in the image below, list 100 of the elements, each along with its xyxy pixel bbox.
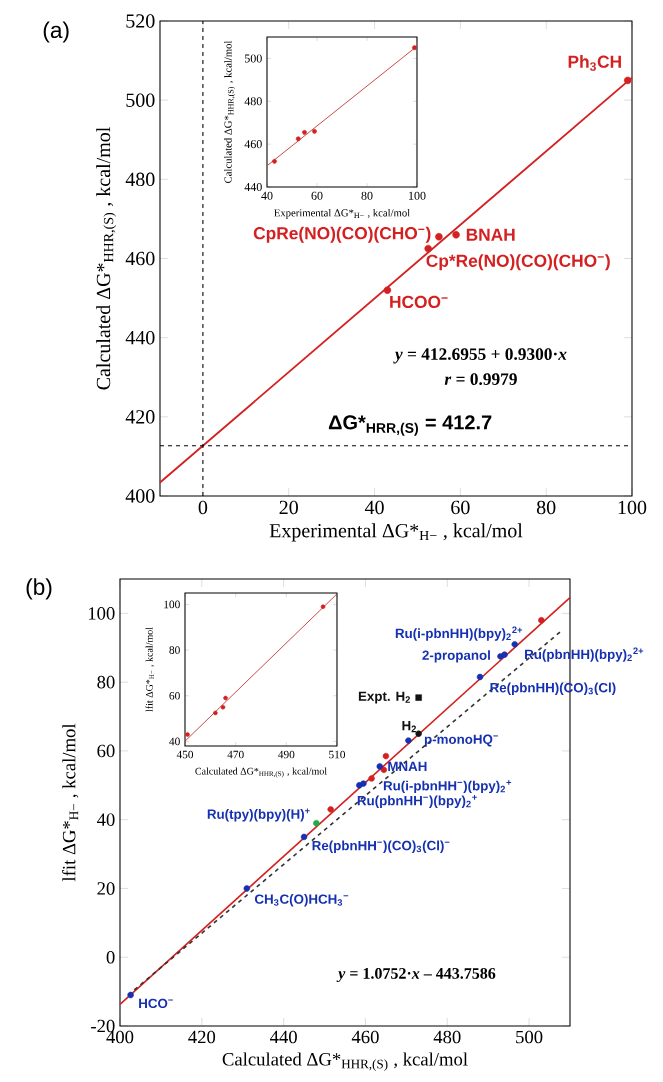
point [320,604,326,609]
annotation: r = 0.9979 [444,373,517,386]
x-tick-label: 80 [536,500,556,515]
x-tick-label: 100 [618,500,647,515]
x-tick-label: 20 [279,500,298,515]
y-axis-title: lfit ΔG*$_{H−}$ , kcal/mol [145,627,155,712]
x-axis-title: Calculated ΔG*$_{HHR,(S)}$ , kcal/mol [222,1052,468,1072]
point [360,780,367,787]
y-tick-label: 440 [244,182,262,192]
annotation: HCO$^{−}$ [139,998,173,1009]
y-axis-title: Calculated ΔG*$_{HHR,(S)}$ , kcal/mol [96,127,117,390]
point [376,763,383,770]
annotation: Cp*Re(NO)(CO)(CHO$^{−}$) [426,254,610,271]
y-tick-label: 0 [106,950,115,964]
x-tick-label: 440 [269,1030,297,1044]
point [435,232,443,241]
annotation: BNAH [466,228,515,241]
point [312,128,317,134]
annotation: Ph$_{3}$CH [568,55,621,71]
y-tick-label: 80 [169,646,180,654]
annotation: Ru(i-pbnHH)(bpy)$_{2}$2+ [395,626,523,641]
point [272,158,277,164]
annotation: Ru(tpy)(bpy)(H)$^{+}$ [207,808,310,822]
y-axis-title: lfit ΔG*$_{H−}$ , kcal/mol [62,723,79,882]
y-tick-label: 480 [125,172,155,187]
x-tick-label: 500 [516,1030,543,1044]
x-tick-label: 40 [364,500,384,515]
point [415,730,422,737]
point [327,806,334,813]
y-tick-label: 100 [88,607,115,620]
annotation: Ru(i-pbnHH$^{−}$)(bpy)$_{2}$+ [383,780,512,794]
y-tick-label: 420 [125,410,155,424]
y-tick-label: 100 [164,600,180,609]
point [476,673,484,681]
y-tick-label: 80 [97,675,115,689]
point [313,819,320,827]
y-tick-label: 440 [125,330,155,345]
chart-title: (a) [43,21,69,43]
point [405,737,412,744]
point [501,651,508,658]
point [412,45,417,51]
point [243,885,251,892]
point [415,694,422,701]
y-tick-label: 480 [244,97,262,106]
x-tick-label: 450 [176,750,194,759]
annotation: HCOO$^{−}$ [390,295,448,309]
x-tick-label: 80 [361,191,373,200]
x-tick-label: 0 [198,500,208,515]
y-tick-label: 40 [96,813,115,826]
y-tick-label: 20 [97,882,115,895]
point [623,76,632,85]
annotation: Ru(pbnHH$^{−}$)(bpy)$_{2}$+ [357,794,477,808]
x-tick-label: 470 [227,750,244,759]
ref-line-label: ΔG*$_{HRR,(S)}$ = 412.7 [328,415,492,436]
point [368,775,375,782]
point [220,704,226,710]
y-tick-label: 60 [169,691,180,700]
chart-title: (b) [26,578,52,600]
point [295,136,301,142]
y-tick-label: 460 [244,140,262,149]
annotation: y = 1.0752·x – 443.7586 [336,967,496,983]
x-axis-title: Experimental ΔG*$_{H−}$ , kcal/mol [269,523,523,542]
annotation: CH$_{3}$C(O)HCH$_{3}$− [254,894,349,907]
x-tick-label: 60 [451,500,470,515]
point [382,752,390,760]
y-tick-label: 400 [125,489,155,503]
x-tick-label: 100 [409,191,426,200]
y-tick-label: 460 [125,251,155,266]
x-axis-title: Calculated ΔG*$_{HHR,(S)}$ , kcal/mol [195,767,327,778]
annotation: y = 412.6955 + 0.9300·x [393,348,567,364]
y-tick-label: 520 [126,14,155,28]
point [380,766,388,774]
point [383,286,392,294]
y-tick-label: 40 [169,737,180,746]
point [223,695,228,701]
point [185,732,190,737]
annotation: 2-propanol [422,650,490,663]
y-tick-label: 500 [126,93,155,107]
x-axis-title: Experimental ΔG*$_{H−}$ , kcal/mol [274,208,410,219]
x-tick-label: 40 [261,191,273,200]
x-tick-label: 490 [278,750,295,759]
point [127,991,134,999]
annotation: Re(pbnHH$^{−}$)(CO)$_{3}$(Cl)$^{−}$ [312,840,450,853]
y-axis-title: Calculated ΔG*$_{HHR,(S)}$ , kcal/mol [224,40,236,183]
x-tick-label: 510 [329,750,346,759]
x-tick-label: 460 [351,1030,379,1044]
x-tick-label: 60 [311,191,323,200]
point [424,244,432,253]
annotation: CpRe(NO)(CO)(CHO$^{−}$) [253,226,431,243]
annotation: H$_{2}$ [402,720,416,733]
annotation: p-monoHQ$^{−}$ [424,734,498,747]
x-tick-label: 480 [433,1030,461,1044]
point [538,617,545,624]
y-tick-label: 500 [244,54,262,63]
point [300,833,308,841]
annotation: Expt. H$_{2}$ [358,691,410,704]
annotation: MNAH [388,761,427,771]
point [511,641,518,648]
point [213,710,218,716]
point [302,129,307,135]
